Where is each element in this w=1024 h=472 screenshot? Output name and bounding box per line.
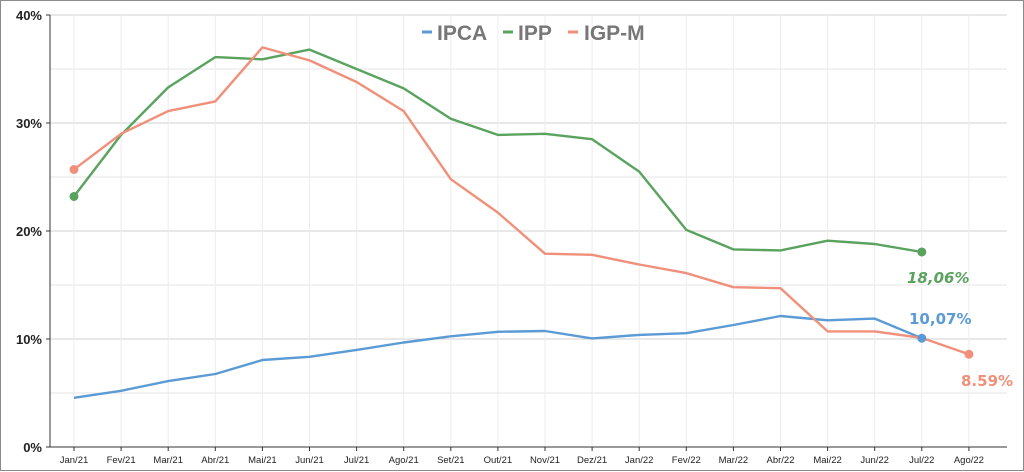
end-point-ipp [917, 247, 927, 257]
x-tick-label: Dez/21 [577, 455, 607, 466]
x-tick-label: Mai/21 [248, 455, 277, 466]
x-tick-label: Jul/22 [909, 455, 934, 466]
x-tick-label: Ago/22 [954, 455, 984, 466]
legend-label-ipp: IPP [518, 22, 552, 45]
legend-label-igpm: IGP-M [584, 22, 645, 45]
x-tick-label: Jan/21 [60, 455, 89, 466]
x-tick-label: Ago/21 [389, 455, 419, 466]
end-points [69, 164, 974, 359]
x-tick-label: Nov/21 [530, 455, 560, 466]
x-tick-label: Jan/22 [625, 455, 654, 466]
y-tick-label: 40% [16, 8, 42, 23]
x-tick-label: Jun/21 [295, 455, 324, 466]
x-tick-labels: Jan/21 Fev/21 Mar/21 Abr/21 Mai/21 Jun/21 Jul/… [60, 447, 984, 466]
x-tick-label: Set/21 [437, 455, 464, 466]
series-line-igpm [73, 46, 970, 356]
series-line-ipp [73, 48, 923, 254]
x-tick-label: Fev/21 [107, 455, 136, 466]
legend-item-ipca[interactable]: IPCA [422, 22, 487, 45]
y-tick-label: 10% [16, 332, 42, 347]
x-tick-label: Mar/21 [153, 455, 183, 466]
y-tick-label: 20% [16, 224, 42, 239]
x-tick-label: Jun/22 [860, 455, 889, 466]
end-labels: 18,06% 10,07% 8.59% [907, 269, 1013, 390]
legend: IPCA IPP IGP-M [422, 22, 645, 45]
end-point-igpm [964, 349, 974, 359]
x-tick-label: Mar/22 [719, 455, 749, 466]
x-tick-label: Abr/21 [201, 455, 229, 466]
start-point-ipp [69, 191, 79, 201]
start-point-igpm [69, 164, 79, 174]
y-tick-label: 0% [23, 440, 42, 455]
x-tick-label: Out/21 [484, 455, 513, 466]
x-tick-label: Mai/22 [813, 455, 842, 466]
y-tick-label: 30% [16, 116, 42, 131]
series-line-ipca [73, 314, 923, 399]
grid-layer [50, 14, 1007, 447]
x-tick-label: Jul/21 [344, 455, 369, 466]
series-layer [73, 46, 970, 399]
legend-item-igpm[interactable]: IGP-M [568, 22, 645, 45]
legend-label-ipca: IPCA [437, 22, 487, 45]
legend-item-ipp[interactable]: IPP [503, 22, 552, 45]
x-tick-label: Fev/22 [672, 455, 701, 466]
end-label-ipp: 18,06% [907, 269, 969, 287]
x-tick-label: Abr/22 [767, 455, 795, 466]
end-label-ipca: 10,07% [909, 310, 971, 328]
end-label-igpm: 8.59% [961, 372, 1013, 390]
y-tick-labels: 0% 10% 20% 30% 40% [16, 8, 50, 455]
end-point-ipca [917, 333, 927, 343]
